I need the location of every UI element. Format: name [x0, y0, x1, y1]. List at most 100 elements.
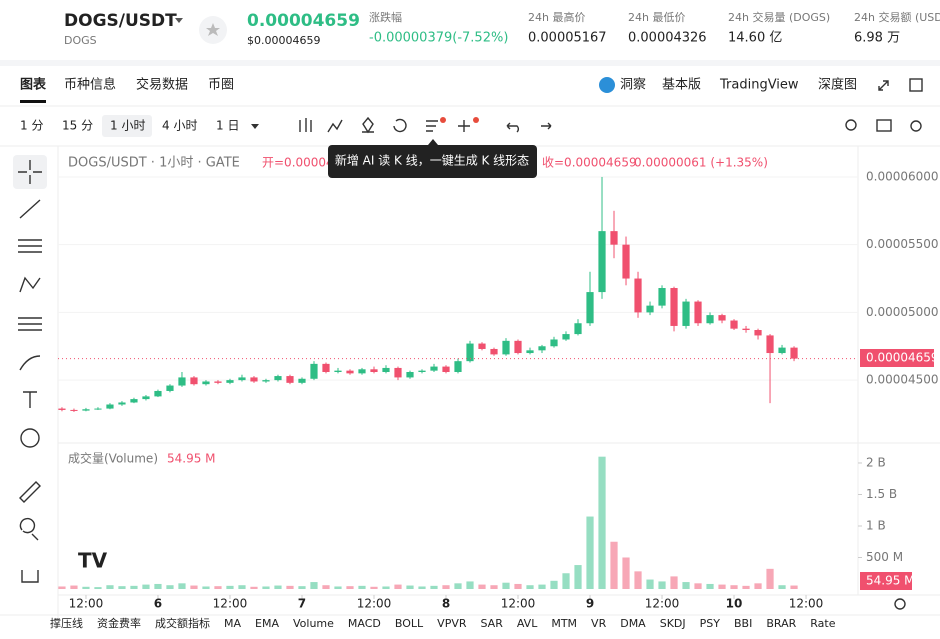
volume-bar: [490, 585, 498, 589]
volume-bar: [394, 584, 402, 589]
indicator[interactable]: Volume: [293, 617, 334, 630]
x-tick-label: 7: [298, 597, 306, 611]
candle-body: [286, 376, 294, 383]
legend-change: 0.00000061 (+1.35%): [634, 156, 768, 170]
indicator[interactable]: 撑压线: [50, 616, 83, 630]
tab[interactable]: 图表: [20, 77, 47, 93]
indicator[interactable]: DMA: [620, 617, 646, 630]
y-tick-label: 0.00006000: [866, 169, 939, 183]
indicator[interactable]: PSY: [700, 617, 721, 630]
volume-bar: [262, 586, 270, 589]
view[interactable]: 基本版: [662, 78, 701, 93]
plot: 0.00006000 0.00005500 0.00005000 0.00004500…: [58, 169, 939, 611]
volume-bar: [58, 586, 66, 589]
stat-value: 14.60 亿: [728, 31, 782, 46]
candle-body: [586, 292, 594, 324]
volume-bar: [334, 586, 342, 589]
volume-bar: [562, 573, 570, 589]
indicator[interactable]: 成交额指标: [155, 616, 210, 630]
pair-dropdown[interactable]: [175, 18, 183, 23]
candle-body: [334, 370, 342, 373]
interval[interactable]: 1 小时: [110, 119, 145, 133]
indicator[interactable]: SAR: [481, 617, 504, 630]
indicator[interactable]: 资金费率: [97, 616, 141, 630]
volume-bar: [238, 585, 246, 589]
candle-body: [610, 231, 618, 245]
indicator[interactable]: SKDJ: [660, 617, 686, 630]
pair[interactable]: DOGS/USDT: [64, 11, 177, 31]
x-tick-label: 10: [726, 597, 743, 611]
candle-body: [550, 339, 558, 347]
toolbar-icons[interactable]: [299, 116, 552, 134]
draw-tools[interactable]: [19, 481, 41, 583]
interval[interactable]: 15 分: [62, 119, 93, 133]
tab[interactable]: 币种信息: [64, 77, 116, 93]
volume-bar: [106, 585, 114, 589]
search[interactable]: [845, 119, 857, 131]
candle-body: [466, 343, 474, 362]
volume-bar: [190, 585, 198, 589]
stat-value: 0.00004326: [628, 31, 707, 46]
header: [0, 0, 940, 60]
candle-body: [562, 334, 570, 340]
volume-bar: [202, 586, 210, 589]
volume-bar: [322, 585, 330, 589]
view[interactable]: 深度图: [818, 77, 857, 93]
legend-symbol: DOGS/USDT · 1小时 · GATE: [68, 156, 240, 171]
volume-bar: [550, 580, 558, 589]
ai-icon: [599, 77, 615, 93]
tab[interactable]: 币圈: [208, 78, 234, 93]
volume-bar: [286, 585, 294, 589]
candle-body: [526, 350, 534, 354]
candle-body: [658, 288, 666, 306]
candle-body: [478, 343, 486, 349]
candle-body: [298, 378, 306, 383]
volume-bar: [154, 583, 162, 589]
interval[interactable]: 1 分: [20, 119, 43, 133]
interval[interactable]: 4 小时: [162, 119, 197, 133]
volume-bar: [346, 586, 354, 589]
volume-bar: [658, 581, 666, 589]
dropdown[interactable]: [251, 124, 259, 129]
view[interactable]: TradingView: [719, 78, 799, 93]
volume-bar: [178, 583, 186, 589]
emoji-tool[interactable]: [20, 428, 40, 448]
indicator[interactable]: VPVR: [437, 617, 467, 630]
tooltip-text: 新增 AI 读 K 线，一键生成 K 线形态: [335, 153, 529, 168]
indicator[interactable]: MTM: [551, 617, 577, 630]
candle-body: [250, 377, 258, 382]
candle-body: [742, 328, 750, 331]
axis-settings[interactable]: [894, 598, 906, 610]
candle-body: [454, 361, 462, 373]
settings[interactable]: [910, 120, 922, 132]
volume-bar: [754, 583, 762, 589]
indicator[interactable]: BOLL: [395, 617, 424, 630]
layout[interactable]: [909, 78, 923, 92]
candle-body: [406, 372, 414, 378]
divider: [0, 60, 940, 66]
indicator[interactable]: MA: [224, 617, 241, 630]
indicator[interactable]: BBI: [734, 617, 752, 630]
tab[interactable]: 交易数据: [136, 77, 188, 93]
legend-open: 开=0.00004: [262, 156, 334, 170]
indicator[interactable]: EMA: [255, 617, 279, 630]
price: 0.00004659: [247, 11, 360, 31]
indicator[interactable]: BRAR: [766, 617, 796, 630]
indicator[interactable]: VR: [591, 617, 607, 630]
base: DOGS: [64, 34, 97, 47]
x-tick-label: 12:00: [357, 597, 392, 611]
candle-body: [646, 305, 654, 313]
volume-bar: [130, 585, 138, 589]
snapshot[interactable]: [876, 119, 892, 132]
view[interactable]: 洞察: [620, 78, 646, 93]
interval[interactable]: 1 日: [216, 119, 239, 133]
indicator[interactable]: MACD: [348, 617, 381, 630]
volume-bar: [586, 516, 594, 589]
fullscreen[interactable]: [878, 80, 889, 91]
indicator[interactable]: Rate: [810, 617, 835, 630]
indicator[interactable]: AVL: [517, 617, 538, 630]
price-usd: $0.00004659: [247, 34, 320, 47]
candle-body: [718, 315, 726, 321]
volume-bar: [766, 568, 774, 589]
volume-bar: [622, 557, 630, 589]
